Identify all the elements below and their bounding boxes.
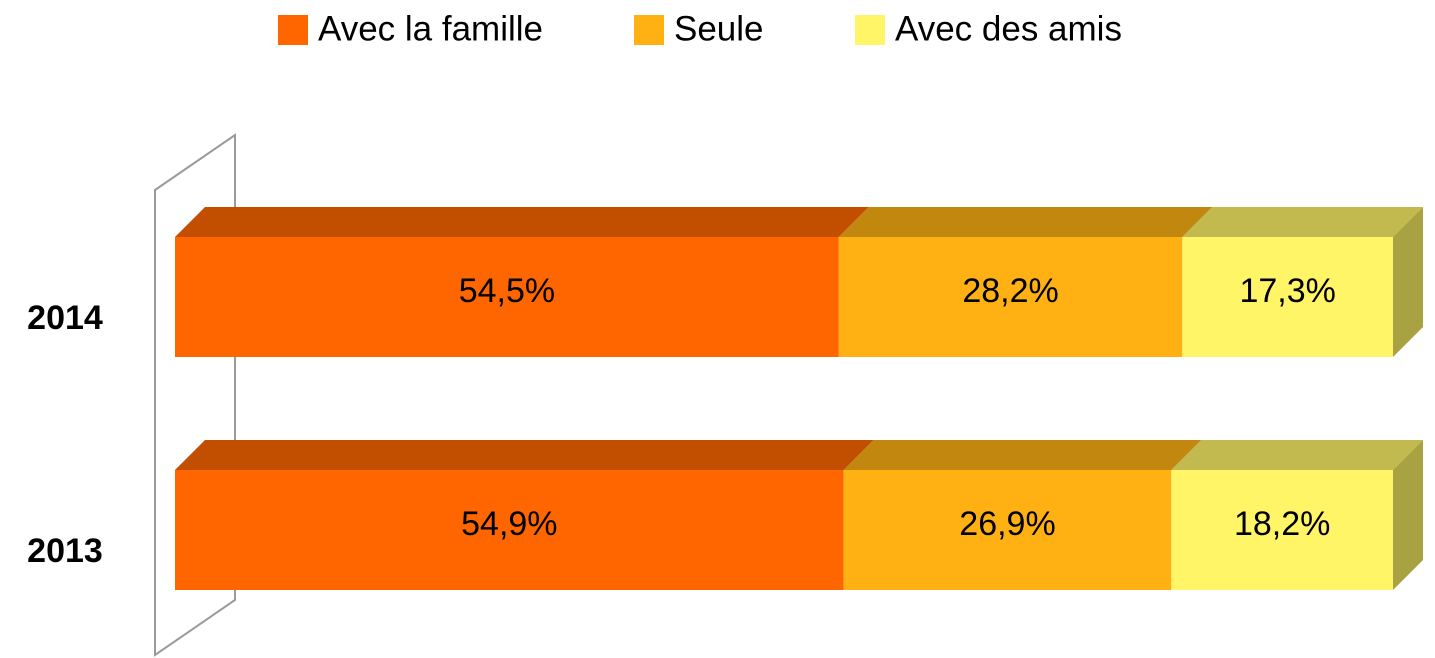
y-tick-label: 2014 — [27, 299, 103, 337]
y-tick-label: 2013 — [27, 532, 103, 570]
data-label: 26,9% — [959, 505, 1055, 543]
data-label: 28,2% — [962, 272, 1058, 310]
bar-top — [838, 207, 1213, 237]
chart-wall — [154, 133, 236, 657]
bar — [838, 237, 1183, 357]
data-label: 18,2% — [1234, 505, 1330, 543]
bar — [1182, 237, 1393, 357]
legend-label: Avec la famille — [318, 9, 543, 48]
bar-top — [1182, 207, 1423, 237]
bar — [175, 470, 844, 590]
bar-top — [175, 207, 869, 237]
data-label: 54,5% — [459, 272, 555, 310]
legend-label: Avec des amis — [895, 9, 1122, 48]
legend-label: Seule — [674, 9, 764, 48]
bar — [175, 237, 839, 357]
bar-top — [843, 440, 1202, 470]
legend-swatch — [634, 15, 664, 45]
bar-top — [1171, 440, 1423, 470]
bar — [843, 470, 1172, 590]
legend-swatch — [855, 15, 885, 45]
bar-top — [175, 440, 874, 470]
bar — [1171, 470, 1393, 590]
data-label: 54,9% — [461, 505, 557, 543]
bar-side — [1393, 440, 1423, 590]
legend-swatch — [278, 15, 308, 45]
data-label: 17,3% — [1239, 272, 1335, 310]
bar-side — [1393, 207, 1423, 357]
